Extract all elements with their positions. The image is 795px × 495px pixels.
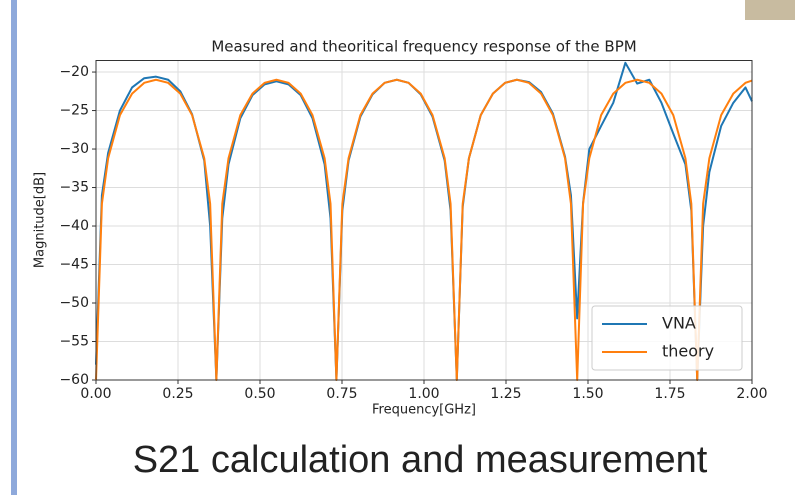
series-line: [95, 78, 753, 381]
y-tick-label: −20: [59, 64, 89, 80]
y-tick-label: −35: [59, 180, 89, 196]
x-tick-label: 1.50: [572, 386, 603, 402]
x-tick-label: 1.25: [490, 386, 521, 402]
y-tick-label: −25: [59, 103, 89, 119]
y-tick-label: −40: [59, 218, 89, 234]
y-tick-label: −60: [59, 372, 89, 388]
x-tick-label: 0.75: [326, 386, 357, 402]
y-tick-label: −50: [59, 295, 89, 311]
y-axis-label: Magnitude[dB]: [33, 172, 48, 268]
x-tick-label: 2.00: [736, 386, 767, 402]
plot-frame: [95, 60, 753, 381]
caption: S21 calculation and measurement: [133, 439, 708, 481]
y-tick-label: −30: [59, 141, 89, 157]
x-axis-label: Frequency[GHz]: [372, 403, 476, 418]
plot: −20 −25 −30 −35 −40 −45 −50 −55 −600.00 0.25 0.50 0…: [59, 60, 768, 402]
x-tick-label: 1.75: [654, 386, 685, 402]
y-tick-label: −45: [59, 257, 89, 273]
chart-title: Measured and theoritical frequency respo…: [211, 38, 636, 56]
x-tick-label: 0.50: [244, 386, 275, 402]
accent-bar: [11, 0, 17, 495]
legend-label: VNA: [662, 314, 696, 333]
legend-box: [591, 305, 743, 371]
x-tick-label: 0.00: [80, 386, 111, 402]
legend-label: theory: [662, 342, 714, 361]
corner-block: [745, 0, 795, 20]
x-tick-label: 1.00: [408, 386, 439, 402]
y-tick-label: −55: [59, 334, 89, 350]
x-tick-label: 0.25: [162, 386, 193, 402]
